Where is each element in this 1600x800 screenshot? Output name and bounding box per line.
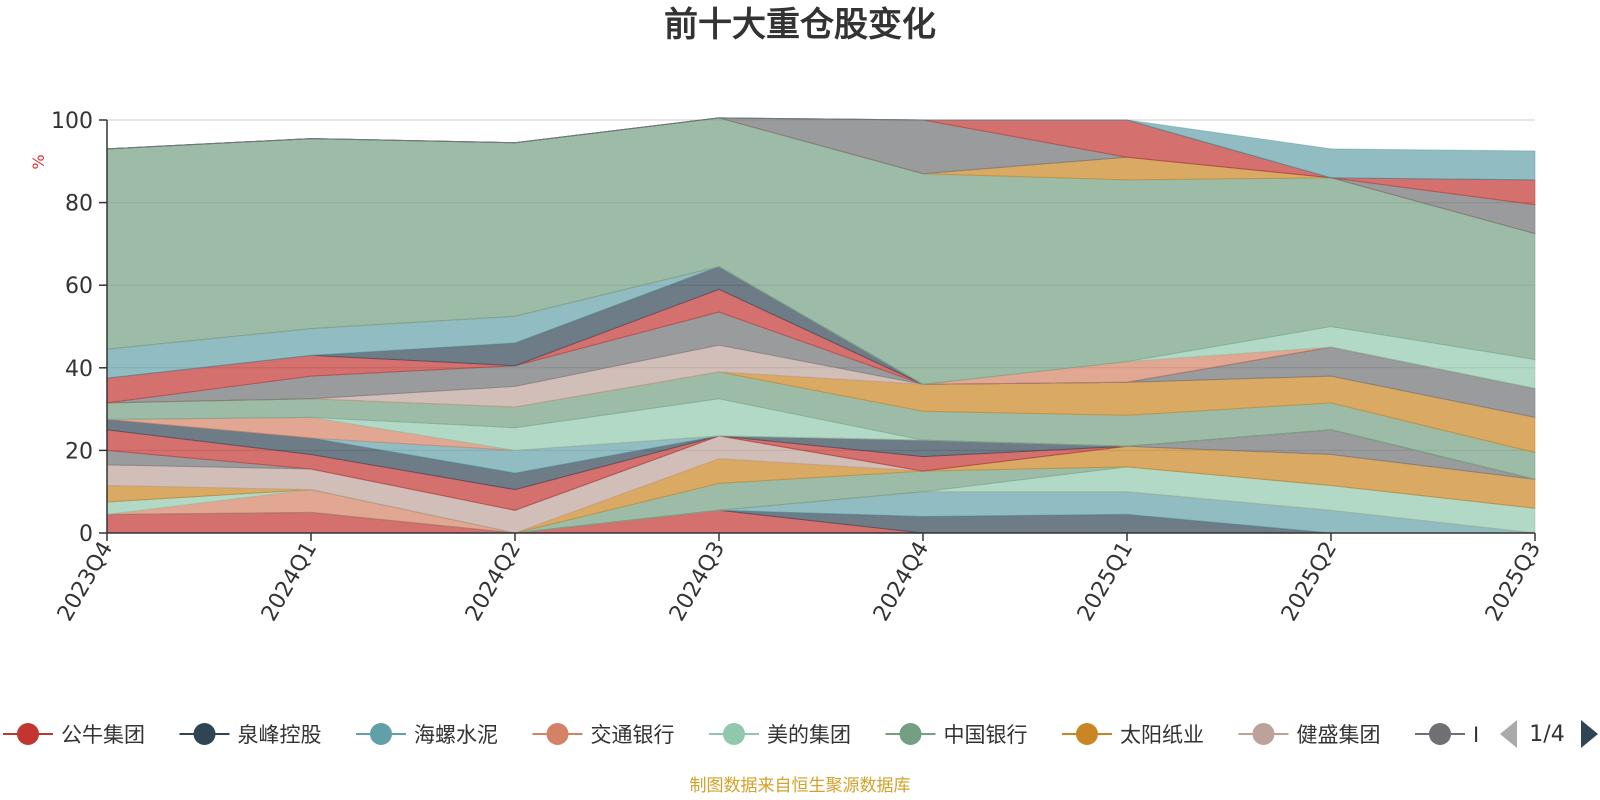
legend-label: 中国银行 <box>944 723 1028 747</box>
legend-marker-icon <box>1429 723 1451 745</box>
y-axis-unit-label: % <box>29 154 48 169</box>
legend-marker-icon <box>723 723 745 745</box>
legend-item[interactable]: 交通银行 <box>532 723 675 747</box>
legend-label: Ⅰ <box>1473 723 1479 747</box>
legend-label: 交通银行 <box>591 723 675 747</box>
legend-label: 健盛集团 <box>1297 723 1381 747</box>
area-series-29 <box>106 117 1536 181</box>
x-tick-label: 2024Q3 <box>665 538 730 626</box>
y-tick-label: 100 <box>51 109 93 134</box>
legend-label: 公牛集团 <box>61 723 145 747</box>
legend-marker-icon <box>899 723 922 745</box>
legend[interactable]: 公牛集团 泉峰控股 海螺水泥 交通银行 美的集团 中国银行 太阳纸业 健盛集团 Ⅰ <box>3 723 1479 747</box>
legend-marker-icon <box>1076 723 1098 745</box>
x-tick-label: 2025Q2 <box>1277 538 1342 626</box>
x-tick-label: 2025Q3 <box>1481 538 1546 626</box>
stacked-areas <box>106 117 1536 534</box>
y-tick-label: 80 <box>65 192 93 217</box>
legend-item[interactable]: 泉峰控股 <box>179 723 322 747</box>
legend-label: 美的集团 <box>767 723 851 747</box>
data-source-note: 制图数据来自恒生聚源数据库 <box>690 776 911 796</box>
x-tick-label: 2024Q1 <box>257 538 322 626</box>
x-tick-label: 2025Q1 <box>1073 538 1138 626</box>
x-tick-label: 2023Q4 <box>53 538 118 626</box>
legend-item[interactable]: 海螺水泥 <box>356 723 498 747</box>
legend-marker-icon <box>193 723 216 745</box>
legend-item[interactable]: 健盛集团 <box>1238 723 1381 747</box>
legend-item[interactable]: 公牛集团 <box>3 723 145 747</box>
legend-prev-page-icon[interactable] <box>1500 720 1517 748</box>
y-tick-label: 20 <box>65 439 93 464</box>
legend-next-page-icon[interactable] <box>1581 720 1598 748</box>
legend-page-indicator: 1/4 <box>1529 722 1564 747</box>
x-tick-label: 2024Q4 <box>869 538 934 626</box>
legend-pager[interactable]: 1/4 <box>1500 720 1598 748</box>
legend-marker-icon <box>17 723 39 745</box>
legend-item[interactable]: 美的集团 <box>709 723 851 747</box>
legend-item[interactable]: 中国银行 <box>885 723 1028 747</box>
y-tick-label: 0 <box>79 522 93 547</box>
legend-label: 太阳纸业 <box>1120 723 1204 747</box>
legend-label: 海螺水泥 <box>414 723 498 747</box>
legend-item[interactable]: Ⅰ <box>1415 723 1479 747</box>
chart-title: 前十大重仓股变化 <box>664 5 936 45</box>
legend-marker-icon <box>546 723 569 745</box>
y-tick-label: 40 <box>65 357 93 382</box>
y-tick-label: 60 <box>65 274 93 299</box>
legend-marker-icon <box>370 723 392 745</box>
x-tick-label: 2024Q2 <box>461 538 526 626</box>
legend-item[interactable]: 太阳纸业 <box>1062 723 1204 747</box>
legend-label: 泉峰控股 <box>238 723 322 747</box>
legend-marker-icon <box>1252 723 1275 745</box>
